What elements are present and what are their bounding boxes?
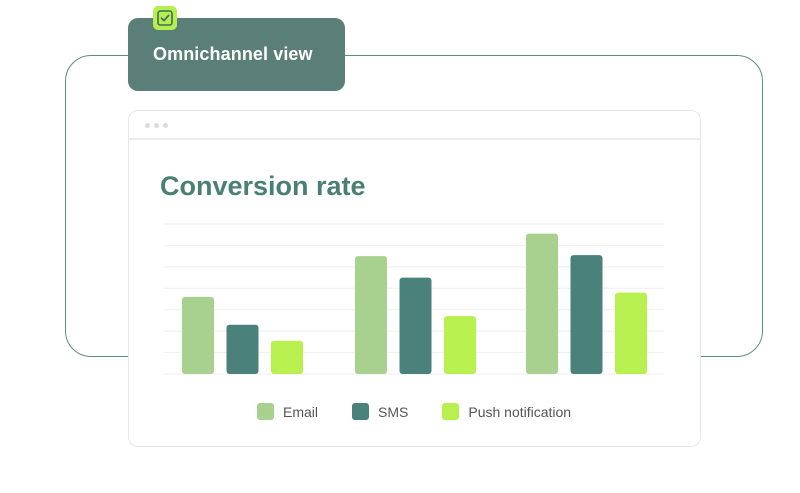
bar-email: [355, 256, 387, 374]
bar-chart: [164, 223, 664, 375]
bar-push-notification: [615, 292, 647, 374]
tag-label: Omnichannel view: [153, 44, 313, 64]
bar-push-notification: [444, 316, 476, 374]
legend-label: Email: [283, 403, 319, 420]
bar-sms: [226, 324, 259, 374]
legend-swatch: [442, 403, 460, 420]
legend-item-push-notification: Push notification: [442, 403, 571, 420]
legend-swatch: [257, 403, 274, 420]
chart-title: Conversion rate: [160, 171, 366, 201]
legend-label: SMS: [378, 403, 409, 420]
divider: [129, 138, 700, 140]
legend-item-sms: SMS: [352, 403, 408, 420]
bar-sms: [399, 277, 432, 374]
checkbox-checked-icon: [153, 6, 177, 30]
legend-label: Push notification: [468, 403, 572, 420]
legend: Email SMS Push notification: [257, 403, 605, 420]
bar-sms: [570, 255, 603, 374]
window-dots-icon: [145, 123, 168, 128]
chart-card: Conversion rate Email SMS Push notificat…: [128, 110, 701, 447]
legend-item-email: Email: [257, 403, 318, 420]
bar-push-notification: [271, 340, 303, 374]
bar-email: [526, 233, 558, 374]
omnichannel-view-tag: Omnichannel view: [128, 18, 345, 91]
legend-swatch: [352, 403, 370, 420]
bar-email: [182, 296, 214, 374]
